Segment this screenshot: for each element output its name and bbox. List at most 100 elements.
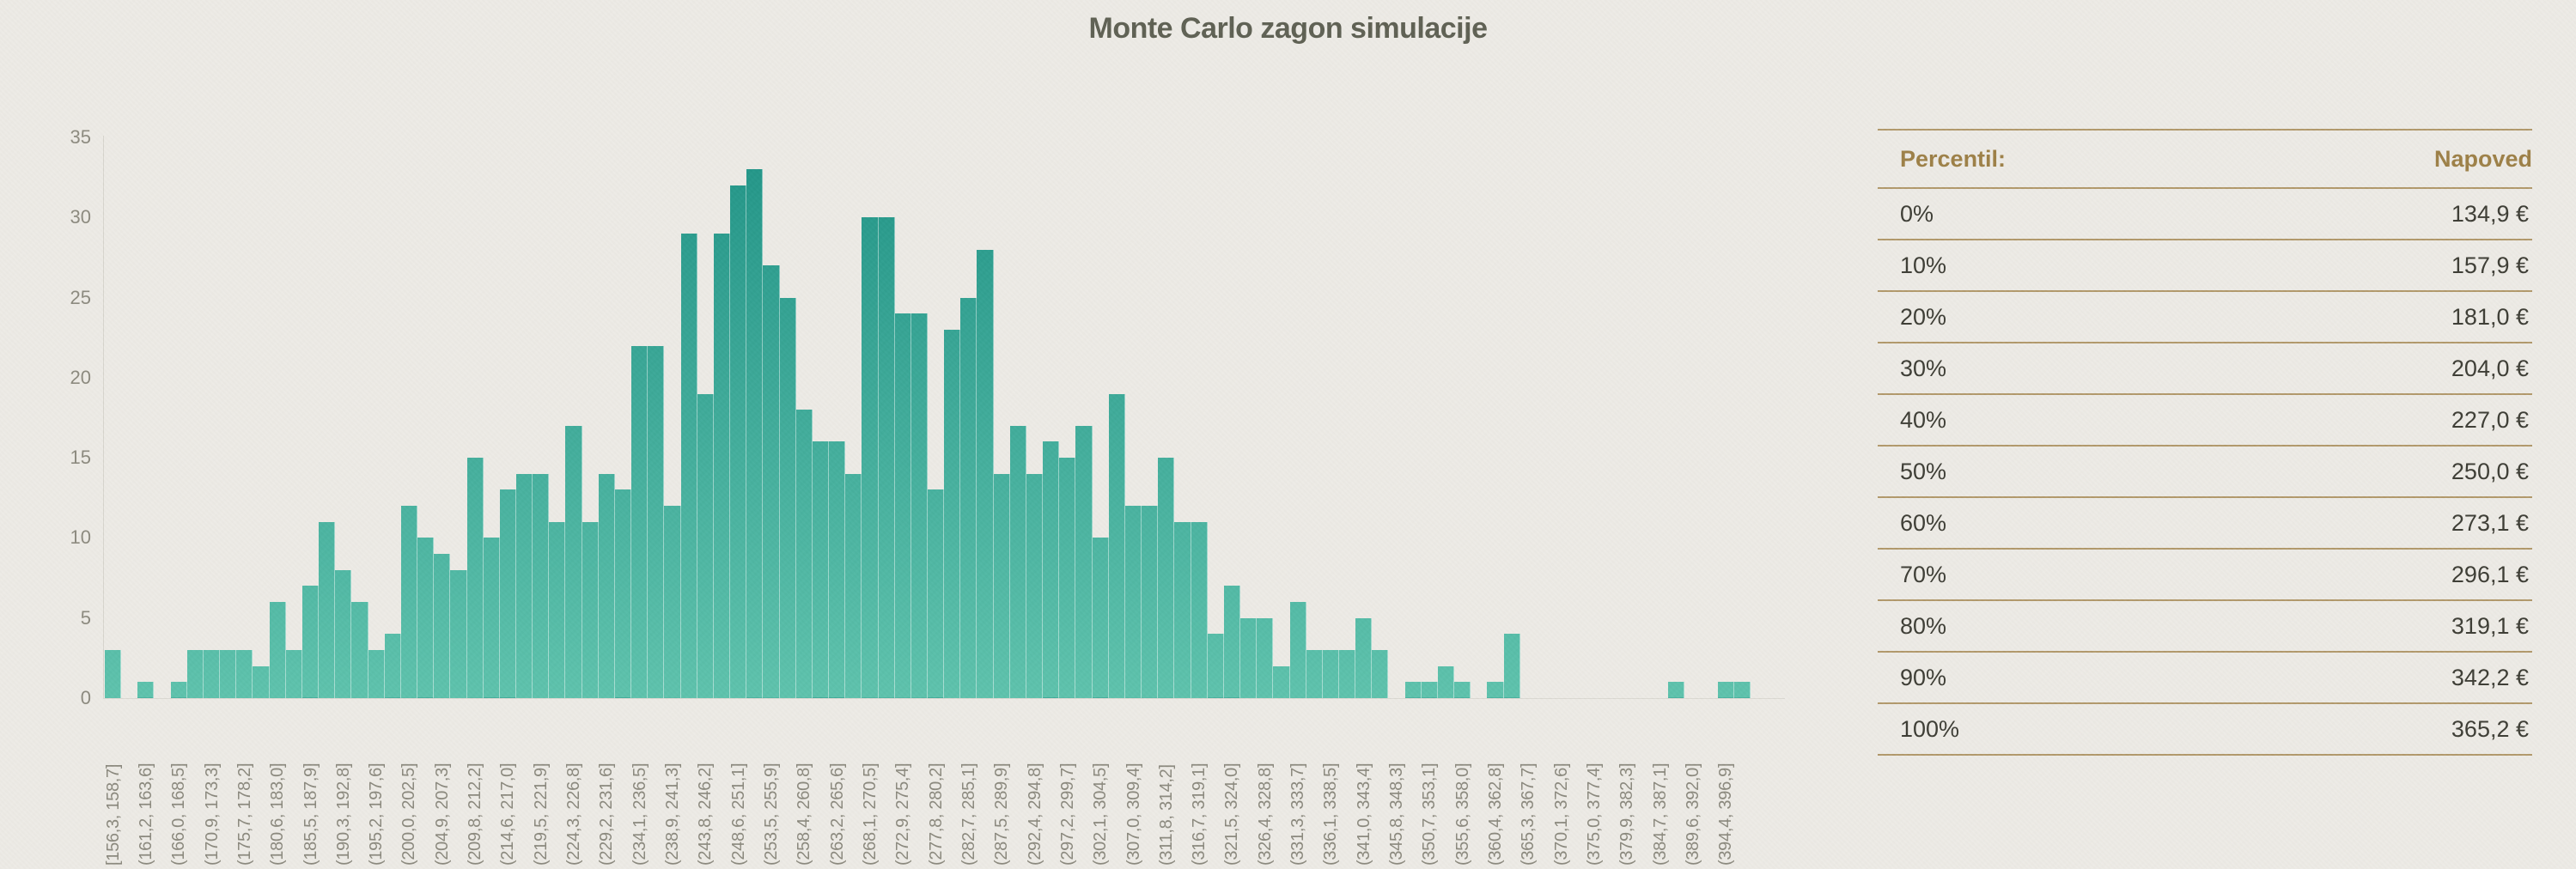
histogram-bar	[186, 650, 204, 698]
histogram-bar	[960, 297, 977, 698]
histogram-bar	[631, 345, 649, 698]
x-bin-label: (384,7, 387,1]	[1650, 763, 1670, 866]
x-bin-label: (297,2, 299,7]	[1057, 763, 1077, 866]
x-bin-label: (341,0, 343,4]	[1354, 763, 1373, 866]
x-bin-label: (224,3, 226,8]	[564, 763, 584, 866]
x-bin-label: (307,0, 309,4]	[1124, 763, 1143, 866]
histogram-bar	[466, 458, 484, 698]
histogram-bar	[845, 473, 862, 698]
percentile-cell: 90%	[1900, 664, 1947, 690]
forecast-cell: 342,2 €	[2451, 664, 2529, 690]
histogram-bar	[1092, 538, 1109, 698]
forecast-cell: 250,0 €	[2451, 458, 2529, 484]
histogram-bar	[269, 602, 286, 698]
histogram-bar	[368, 650, 385, 698]
histogram-bar	[746, 169, 764, 698]
histogram-bar	[1043, 441, 1060, 698]
histogram-bar	[236, 650, 253, 698]
histogram-bar	[713, 233, 731, 698]
x-bin-label: (161,2, 163,6]	[136, 763, 155, 866]
percentile-table-row: 90% 342,2 €	[1878, 653, 2532, 704]
histogram-bar	[1421, 682, 1438, 698]
x-bin-label: (282,7, 285,1]	[959, 763, 978, 866]
histogram-bar	[220, 650, 237, 698]
table-header-percentil: Percentil:	[1900, 145, 2007, 172]
x-bin-label: (214,6, 217,0]	[498, 763, 518, 866]
percentile-table-row: 0% 134,9 €	[1878, 189, 2532, 240]
percentile-table-row: 100% 365,2 €	[1878, 704, 2532, 756]
forecast-cell: 365,2 €	[2451, 715, 2529, 742]
x-bin-label: (243,8, 246,2]	[696, 763, 716, 866]
histogram-bar	[499, 489, 516, 698]
forecast-cell: 273,1 €	[2451, 509, 2529, 536]
x-bin-label: (321,5, 324,0]	[1222, 763, 1242, 866]
histogram-bar	[533, 473, 550, 698]
histogram-bar	[1273, 665, 1290, 698]
y-tick-label: 25	[70, 286, 91, 308]
x-bin-label: (316,7, 319,1]	[1190, 763, 1209, 866]
percentile-cell: 70%	[1900, 561, 1947, 587]
table-header-napoved: Napoved	[2433, 145, 2532, 172]
histogram-bar	[928, 489, 945, 698]
histogram-bar	[1454, 682, 1471, 698]
histogram-bar	[1142, 506, 1159, 698]
x-bin-label: (253,5, 255,9]	[761, 763, 781, 866]
histogram-bar	[1223, 586, 1241, 698]
x-bin-label: (326,4, 328,8]	[1255, 763, 1275, 866]
percentile-cell: 60%	[1900, 509, 1947, 536]
histogram-bar	[1437, 665, 1455, 698]
histogram-bar	[516, 473, 533, 698]
histogram-bar	[1717, 682, 1734, 698]
chart-title: Monte Carlo zagon simulacije	[1088, 12, 1488, 45]
x-bin-label: (166,0, 168,5]	[169, 763, 189, 866]
histogram-bar	[1306, 650, 1323, 698]
histogram-bar	[697, 393, 714, 698]
percentile-table-row: 60% 273,1 €	[1878, 498, 2532, 550]
x-bin-label: (302,1, 304,5]	[1091, 763, 1111, 866]
forecast-cell: 296,1 €	[2451, 561, 2529, 587]
histogram-bar	[1503, 634, 1520, 698]
x-bin-label: (204,9, 207,3]	[432, 763, 452, 866]
x-bin-label: (331,3, 333,7]	[1288, 763, 1308, 866]
histogram-bar	[1668, 682, 1685, 698]
percentile-cell: 50%	[1900, 458, 1947, 484]
histogram-bar	[598, 473, 615, 698]
histogram-bar	[565, 425, 582, 698]
histogram-bar	[829, 441, 846, 698]
histogram-bar	[335, 569, 352, 698]
histogram-bar	[1009, 425, 1026, 698]
histogram-bar	[1158, 458, 1175, 698]
x-bin-label: (292,4, 294,8]	[1025, 763, 1044, 866]
histogram-bar	[417, 538, 435, 698]
x-bin-label: (394,4, 396,9]	[1716, 763, 1736, 866]
forecast-cell: 134,9 €	[2451, 200, 2529, 227]
x-bin-label: (375,0, 377,4]	[1584, 763, 1604, 866]
histogram-bar	[400, 506, 418, 698]
histogram-bar	[549, 521, 566, 698]
percentile-cell: 10%	[1900, 252, 1947, 278]
x-bin-label: [156,3, 158,7]	[103, 763, 123, 866]
x-axis-line	[103, 698, 1785, 699]
y-axis-line	[103, 136, 104, 698]
x-bin-label: (370,1, 372,6]	[1551, 763, 1571, 866]
y-tick-label: 30	[70, 206, 91, 228]
percentile-table: Percentil: Napoved 0% 134,9 € 10% 157,9 € 20…	[1878, 129, 2532, 756]
percentile-table-row: 80% 319,1 €	[1878, 601, 2532, 653]
histogram-bar	[730, 185, 747, 698]
percentile-table-row: 20% 181,0 €	[1878, 292, 2532, 343]
histogram-bar	[1108, 393, 1125, 698]
histogram-bar	[648, 345, 665, 698]
histogram-bar	[1289, 602, 1306, 698]
histogram-bar	[1372, 650, 1389, 698]
histogram-bar	[862, 217, 879, 698]
histogram-bar	[812, 441, 830, 698]
histogram-bar	[1322, 650, 1339, 698]
x-bin-label: (365,3, 367,7]	[1519, 763, 1538, 866]
x-bin-label: (355,6, 358,0]	[1452, 763, 1472, 866]
histogram-bar	[483, 538, 500, 698]
histogram-bar	[170, 682, 187, 698]
x-bin-label: (263,2, 265,6]	[827, 763, 847, 866]
x-bin-label: (190,3, 192,8]	[333, 763, 353, 866]
histogram-bar	[763, 265, 780, 698]
histogram-bar	[1487, 682, 1504, 698]
